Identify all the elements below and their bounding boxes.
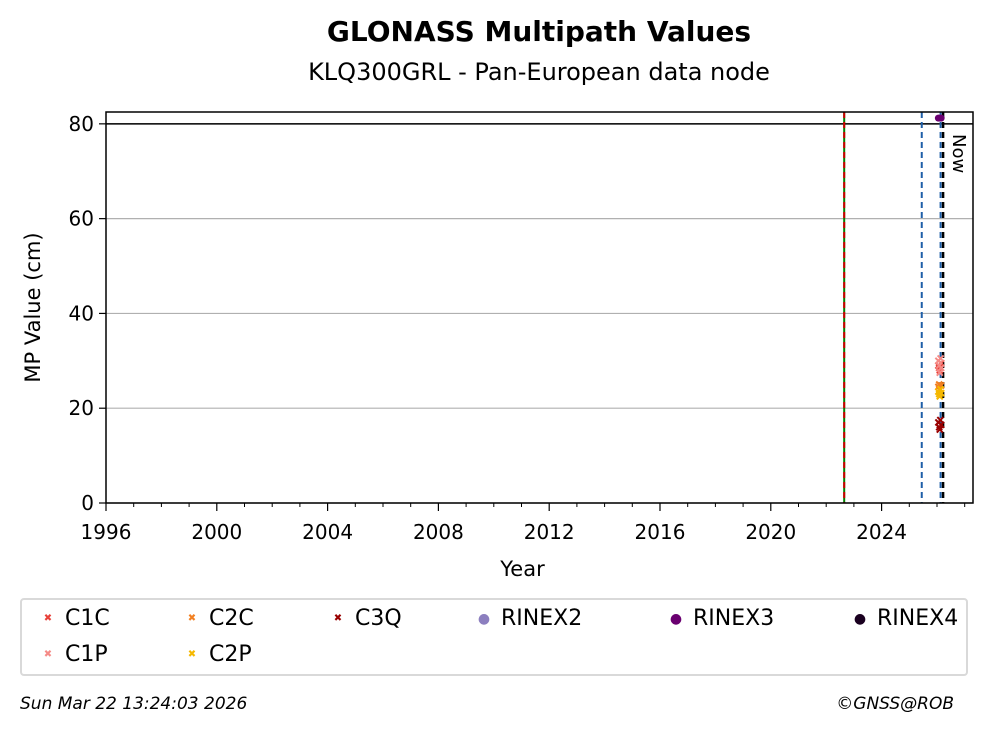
chart-title: GLONASS Multipath Values [326, 15, 752, 48]
legend-item: ✖ C3Q [328, 606, 402, 632]
legend-label: C2P [202, 642, 252, 667]
x-tick-label: 2016 [635, 520, 686, 544]
legend-label: RINEX3 [686, 606, 775, 631]
x-tick-label: 2000 [191, 520, 242, 544]
legend-item: ● RINEX3 [666, 606, 774, 632]
legend-marker: ● [477, 611, 491, 627]
legend-item: ● RINEX4 [850, 606, 958, 632]
legend-marker: ✖ [43, 649, 53, 660]
x-tick-label: 1996 [81, 520, 132, 544]
legend: ✖ C1C ✖ C2C ✖ C3Q ● RINEX2 ● RINEX3 ● RINEX4 ✖… [20, 598, 968, 676]
data-point [937, 421, 945, 429]
x-tick-label: 2008 [413, 520, 464, 544]
legend-marker: ✖ [187, 649, 197, 660]
legend-label: C3Q [348, 606, 402, 631]
y-axis-label: MP Value (cm) [21, 232, 45, 382]
legend-item: ✖ C2P [182, 642, 252, 668]
data-point [937, 364, 945, 372]
data-point [937, 389, 945, 397]
now-label: Now [948, 134, 969, 173]
y-tick-label: 20 [69, 396, 94, 420]
legend-marker: ● [853, 611, 867, 627]
y-tick-label: 80 [69, 112, 94, 136]
legend-marker: ✖ [333, 613, 343, 624]
data-point [936, 425, 944, 434]
x-tick-label: 2020 [745, 520, 796, 544]
legend-label: RINEX4 [870, 606, 959, 631]
x-tick-label: 2004 [302, 520, 353, 544]
y-tick-label: 40 [69, 301, 94, 325]
x-axis-label: Year [499, 557, 545, 581]
y-tick-label: 60 [69, 207, 94, 231]
x-tick-label: 2024 [856, 520, 907, 544]
data-point [936, 368, 944, 377]
legend-marker: ✖ [43, 613, 53, 624]
legend-item: ✖ C2C [182, 606, 254, 632]
legend-item: ● RINEX2 [474, 606, 582, 632]
x-tick-label: 2012 [524, 520, 575, 544]
y-tick-label: 0 [81, 491, 94, 515]
timestamp: Sun Mar 22 13:24:03 2026 [20, 694, 248, 714]
legend-marker: ● [669, 611, 683, 627]
legend-item: ✖ C1C [38, 606, 110, 632]
chart-subtitle: KLQ300GRL - Pan-European data node [308, 58, 770, 86]
data-point [937, 114, 945, 122]
legend-label: C2C [202, 606, 254, 631]
legend-label: RINEX2 [494, 606, 583, 631]
credit: ©GNSS@ROB [836, 694, 954, 714]
legend-marker: ✖ [187, 613, 197, 624]
legend-item: ✖ C1P [38, 642, 108, 668]
axes-frame [105, 111, 974, 504]
data-point [936, 354, 945, 363]
legend-label: C1C [58, 606, 110, 631]
legend-label: C1P [58, 642, 108, 667]
plot-area: Now 0 20 40 60 80 1996 2000 2004 2008 2012 2016 2020… [21, 111, 974, 581]
